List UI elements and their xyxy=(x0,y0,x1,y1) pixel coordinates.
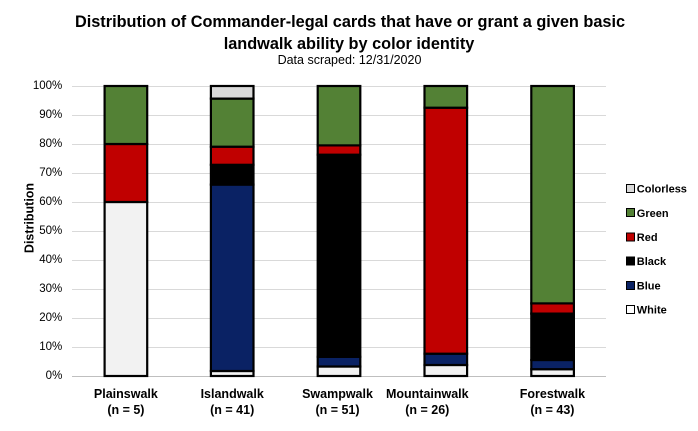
svg-text:100%: 100% xyxy=(33,80,62,92)
svg-text:Red: Red xyxy=(637,232,658,244)
svg-text:30%: 30% xyxy=(39,283,62,295)
svg-text:50%: 50% xyxy=(39,225,62,237)
svg-text:Blue: Blue xyxy=(637,280,661,292)
svg-text:Swampwalk: Swampwalk xyxy=(302,387,373,401)
svg-text:70%: 70% xyxy=(39,167,62,179)
svg-text:20%: 20% xyxy=(39,312,62,324)
svg-text:(n = 41): (n = 41) xyxy=(210,403,254,417)
svg-text:landwalk ability by color iden: landwalk ability by color identity xyxy=(224,35,475,53)
svg-text:(n = 5): (n = 5) xyxy=(107,403,144,417)
svg-text:Colorless: Colorless xyxy=(637,184,687,196)
svg-text:White: White xyxy=(637,305,667,317)
svg-text:(n = 26): (n = 26) xyxy=(405,403,449,417)
svg-text:90%: 90% xyxy=(39,109,62,121)
svg-text:Mountainwalk: Mountainwalk xyxy=(386,387,469,401)
svg-text:Data scraped: 12/31/2020: Data scraped: 12/31/2020 xyxy=(278,53,422,67)
svg-text:Distribution of Commander-lega: Distribution of Commander-legal cards th… xyxy=(75,13,625,31)
svg-text:(n = 43): (n = 43) xyxy=(530,403,574,417)
svg-text:0%: 0% xyxy=(46,370,63,382)
svg-text:60%: 60% xyxy=(39,196,62,208)
svg-text:Forestwalk: Forestwalk xyxy=(520,387,585,401)
svg-text:Islandwalk: Islandwalk xyxy=(201,387,264,401)
svg-text:10%: 10% xyxy=(39,341,62,353)
svg-text:Plainswalk: Plainswalk xyxy=(94,387,158,401)
svg-text:80%: 80% xyxy=(39,138,62,150)
svg-text:Distribution: Distribution xyxy=(23,183,37,253)
svg-text:40%: 40% xyxy=(39,254,62,266)
svg-text:(n = 51): (n = 51) xyxy=(315,403,359,417)
svg-text:Green: Green xyxy=(637,208,669,220)
svg-text:Black: Black xyxy=(637,256,667,268)
